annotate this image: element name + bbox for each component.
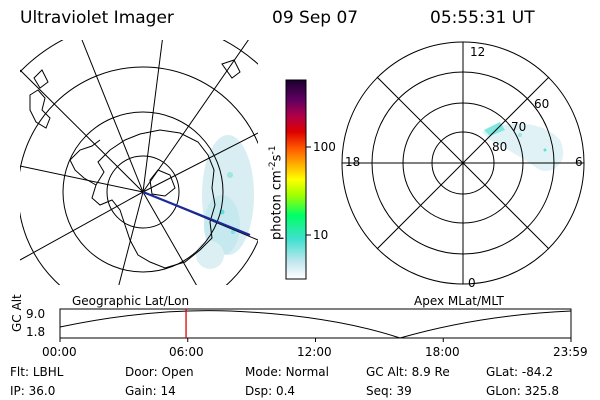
mlat-label-70: 70 <box>511 120 527 134</box>
colorbar-tick-label-100: 100 <box>313 140 336 154</box>
geo-lat-circle-70 <box>62 111 224 273</box>
antarctica-coastline <box>91 129 216 269</box>
altitude-ylabel: GC Alt <box>10 294 24 332</box>
island-outline <box>33 69 49 89</box>
info-seq: Seq: 39 <box>366 384 412 398</box>
info-dsp: Dsp: 0.4 <box>245 384 296 398</box>
mlat-label-60: 60 <box>534 97 550 111</box>
altitude-xtick-0000: 00:00 <box>42 345 77 359</box>
mlt-label-6: 6 <box>575 155 583 169</box>
info-filter: Flt: LBHL <box>10 365 64 379</box>
altitude-curve <box>59 310 572 339</box>
info-mode: Mode: Normal <box>245 365 329 379</box>
colorbar-tick-label-10: 10 <box>313 228 329 242</box>
apex-map-label: Apex MLat/MLT <box>414 294 504 308</box>
mlt-label-18: 18 <box>345 155 361 169</box>
mlat-label-80: 80 <box>492 140 508 154</box>
apex-aurora-emission <box>482 122 564 171</box>
info-ip: IP: 36.0 <box>10 384 56 398</box>
altitude-xtick-1800: 18:00 <box>425 345 460 359</box>
instrument-title: Ultraviolet Imager <box>20 8 174 28</box>
altitude-xtick-2359: 23:59 <box>553 345 588 359</box>
time-label: 05:55:31 UT <box>430 8 535 28</box>
altitude-ytick-high: 9.0 <box>26 307 46 321</box>
date-label: 09 Sep 07 <box>272 8 359 28</box>
geo-lat-circle-80 <box>106 155 180 229</box>
south-america-coastline <box>29 89 51 129</box>
altitude-xtick-1200: 12:00 <box>297 345 332 359</box>
colorbar-gradient <box>285 79 307 280</box>
apex-mlt-line-diag2 <box>376 76 550 250</box>
geo-longitude-lines <box>20 40 258 285</box>
altitude-plot-frame <box>59 308 572 339</box>
geographic-map-label: Geographic Lat/Lon <box>72 294 190 308</box>
mlt-label-12: 12 <box>470 45 486 59</box>
geo-lat-circle-60 <box>20 66 258 285</box>
satellite-track <box>142 190 251 237</box>
altitude-ytick-low: 1.8 <box>26 325 46 339</box>
info-door: Door: Open <box>125 365 194 379</box>
mlt-label-0: 0 <box>468 276 476 290</box>
geo-aurora-emission <box>196 135 254 269</box>
info-gain: Gain: 14 <box>125 384 176 398</box>
ice-shelf-outline <box>149 169 176 197</box>
info-gc-alt: GC Alt: 8.9 Re <box>366 365 450 379</box>
altitude-xtick-0600: 06:00 <box>169 345 204 359</box>
info-glon: GLon: 325.8 <box>486 384 559 398</box>
island-outline-2 <box>221 59 241 79</box>
antarctic-peninsula <box>69 139 101 186</box>
info-glat: GLat: -84.2 <box>486 365 553 379</box>
